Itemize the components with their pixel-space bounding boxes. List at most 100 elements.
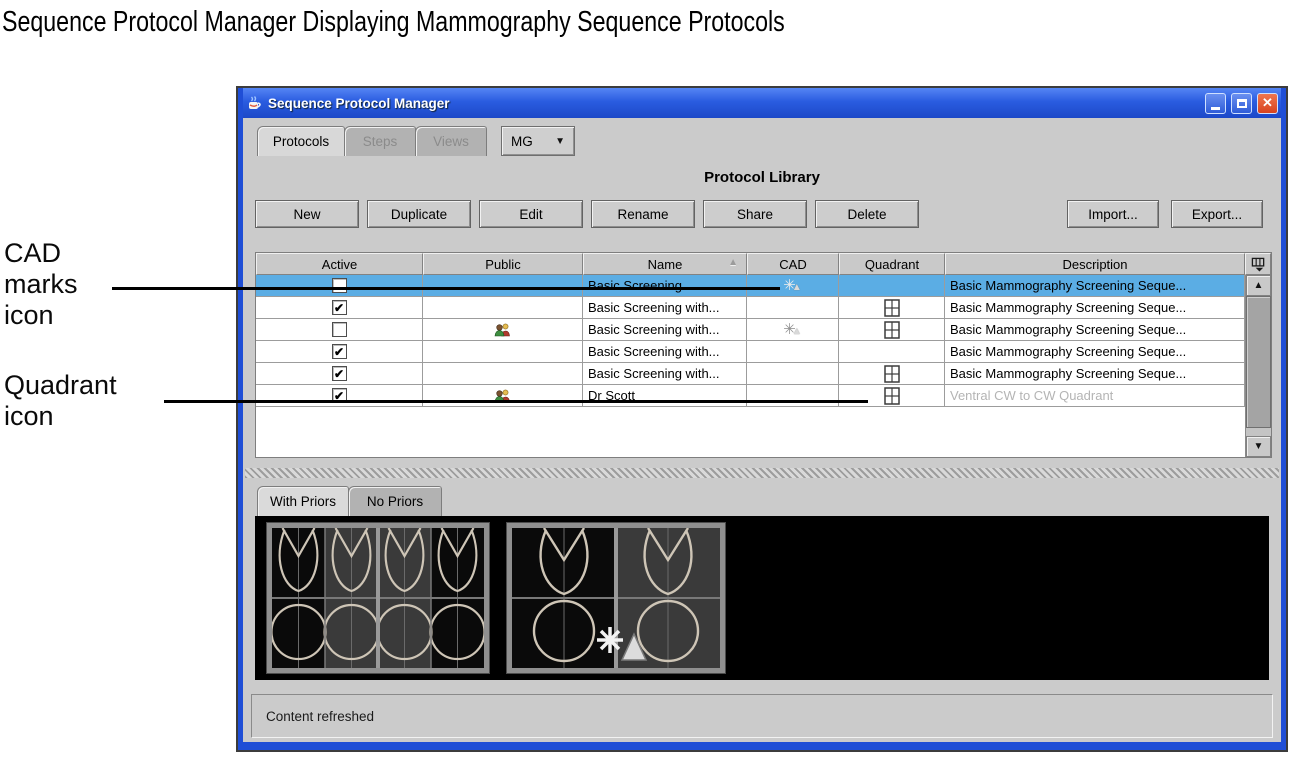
splitter-handle[interactable] <box>245 468 1279 478</box>
table-row[interactable]: Basic Screening ✳ ▲ Basic Mammography Scree… <box>256 275 1245 297</box>
cell-active[interactable]: ✔ <box>256 363 423 384</box>
cell-active[interactable] <box>256 275 423 296</box>
column-selector-icon <box>1251 257 1264 272</box>
import-button[interactable]: Import... <box>1067 200 1159 228</box>
scroll-down-button[interactable]: ▼ <box>1246 436 1271 457</box>
table-row[interactable]: ✔ Dr Scott Ventral CW to CW Quadrant <box>256 385 1245 407</box>
cell-description[interactable]: Basic Mammography Screening Seque... <box>945 341 1245 362</box>
table-row[interactable]: ✔ Basic Screening with... Basic Mammograph… <box>256 363 1245 385</box>
delete-button[interactable]: Delete <box>815 200 919 228</box>
callout-line-quadrant <box>164 400 868 403</box>
column-header-description[interactable]: Description <box>945 253 1245 275</box>
modality-dropdown[interactable]: MG ▼ <box>501 126 575 156</box>
cell-name[interactable]: Basic Screening with... <box>583 319 747 340</box>
minimize-icon <box>1211 106 1220 110</box>
callout-cad-marks-label: CAD marks icon <box>4 238 78 330</box>
cell-cad[interactable]: ✳ ▲ <box>747 319 839 340</box>
callout-quadrant-label: Quadrant icon <box>4 370 117 431</box>
preview-panel-selected-step <box>507 523 725 673</box>
cell-quadrant[interactable] <box>839 363 945 384</box>
cell-cad[interactable] <box>747 341 839 362</box>
cell-description[interactable]: Basic Mammography Screening Seque... <box>945 363 1245 384</box>
rename-button[interactable]: Rename <box>591 200 695 228</box>
minimize-button[interactable] <box>1205 92 1226 114</box>
new-button[interactable]: New <box>255 200 359 228</box>
tab-protocols[interactable]: Protocols <box>257 126 345 156</box>
status-text: Content refreshed <box>266 708 375 724</box>
cell-active[interactable] <box>256 319 423 340</box>
cell-active[interactable]: ✔ <box>256 341 423 362</box>
figure-title: Sequence Protocol Manager Displaying Mam… <box>2 6 785 38</box>
cell-quadrant[interactable] <box>839 385 945 406</box>
cell-cad[interactable] <box>747 297 839 318</box>
scrollbar-track[interactable] <box>1246 428 1271 436</box>
close-icon: ✕ <box>1262 95 1273 110</box>
column-header-public[interactable]: Public <box>423 253 583 275</box>
status-bar: Content refreshed <box>251 694 1273 738</box>
scrollbar-thumb[interactable] <box>1246 296 1271 428</box>
cell-cad[interactable]: ✳ ▲ <box>747 275 839 296</box>
four-view-thumbnail <box>272 528 484 668</box>
cell-active[interactable]: ✔ <box>256 297 423 318</box>
table-row[interactable]: ✔ Basic Screening with... Basic Mammograph… <box>256 341 1245 363</box>
cell-name[interactable]: Dr Scott <box>583 385 747 406</box>
cell-quadrant[interactable] <box>839 341 945 362</box>
cell-description[interactable]: Basic Mammography Screening Seque... <box>945 297 1245 318</box>
table-body: Basic Screening ✳ ▲ Basic Mammography Scree… <box>256 275 1245 457</box>
column-selector-button[interactable] <box>1245 253 1271 275</box>
column-header-active[interactable]: Active <box>256 253 423 275</box>
export-button[interactable]: Export... <box>1171 200 1263 228</box>
cell-public[interactable] <box>423 363 583 384</box>
cell-name[interactable]: Basic Screening with... <box>583 341 747 362</box>
cell-cad[interactable] <box>747 363 839 384</box>
duplicate-button[interactable]: Duplicate <box>367 200 471 228</box>
cell-quadrant[interactable] <box>839 275 945 296</box>
close-button[interactable]: ✕ <box>1257 92 1278 114</box>
cell-quadrant[interactable] <box>839 297 945 318</box>
column-header-cad[interactable]: CAD <box>747 253 839 275</box>
callout-line-cad <box>112 287 780 290</box>
quadrant-icon <box>883 298 900 317</box>
button-row: New Duplicate Edit Rename Share Delete I… <box>255 200 1263 228</box>
cell-description[interactable]: Basic Mammography Screening Seque... <box>945 319 1245 340</box>
cell-public[interactable] <box>423 297 583 318</box>
window-title: Sequence Protocol Manager <box>268 95 450 111</box>
share-button[interactable]: Share <box>703 200 807 228</box>
cell-description[interactable]: Ventral CW to CW Quadrant <box>945 385 1245 406</box>
quadrant-icon <box>883 364 900 383</box>
cell-quadrant[interactable] <box>839 319 945 340</box>
protocol-table: Active Public Name ▲ CAD Quadrant Descri… <box>255 252 1272 458</box>
cad-marks-overlay-icon <box>597 627 648 661</box>
titlebar[interactable]: Sequence Protocol Manager ✕ <box>243 88 1281 118</box>
java-cup-icon <box>249 95 261 109</box>
cad-marks-icon: ✳ ▲ <box>783 277 802 294</box>
table-body-area: Basic Screening ✳ ▲ Basic Mammography Scree… <box>256 275 1271 457</box>
vertical-scrollbar[interactable]: ▲ ▼ <box>1245 275 1271 457</box>
cell-name[interactable]: Basic Screening <box>583 275 747 296</box>
cad-marks-icon: ✳ ▲ <box>783 321 802 338</box>
public-users-icon <box>494 323 510 337</box>
protocol-library-title: Protocol Library <box>704 169 820 186</box>
cell-description[interactable]: Basic Mammography Screening Seque... <box>945 275 1245 296</box>
sequence-protocol-manager-window: Sequence Protocol Manager ✕ Protocols St… <box>236 86 1288 752</box>
edit-button[interactable]: Edit <box>479 200 583 228</box>
checkbox-unchecked-icon <box>331 278 347 293</box>
column-header-quadrant[interactable]: Quadrant <box>839 253 945 275</box>
cell-public[interactable] <box>423 275 583 296</box>
tab-with-priors[interactable]: With Priors <box>257 486 349 516</box>
table-row[interactable]: Basic Screening with... ✳ ▲ Basic Mammograp… <box>256 319 1245 341</box>
cell-name[interactable]: Basic Screening with... <box>583 297 747 318</box>
cell-name[interactable]: Basic Screening with... <box>583 363 747 384</box>
column-header-name[interactable]: Name ▲ <box>583 253 747 275</box>
main-tab-bar: Protocols Steps Views MG ▼ <box>257 118 1281 156</box>
modality-value: MG <box>511 133 533 149</box>
cell-public[interactable] <box>423 319 583 340</box>
cell-cad[interactable] <box>747 385 839 406</box>
table-row[interactable]: ✔ Basic Screening with... Basic Mammograph… <box>256 297 1245 319</box>
tab-views: Views <box>415 126 487 156</box>
scroll-up-button[interactable]: ▲ <box>1246 275 1271 296</box>
cell-public[interactable] <box>423 341 583 362</box>
maximize-button[interactable] <box>1231 92 1252 114</box>
tab-no-priors[interactable]: No Priors <box>348 486 442 516</box>
